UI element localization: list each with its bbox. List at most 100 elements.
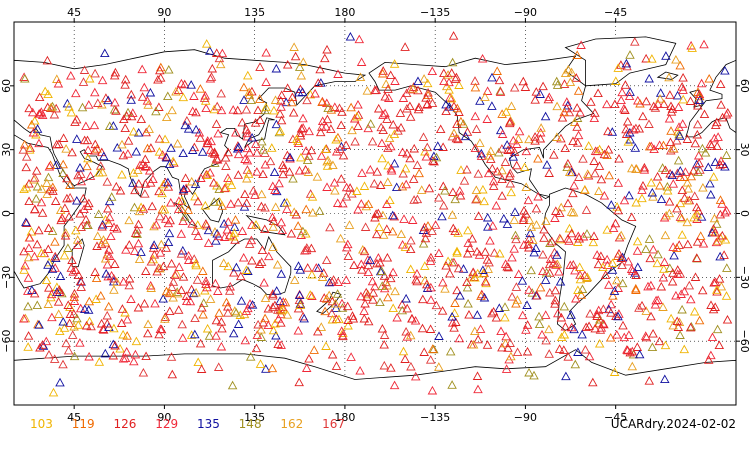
obs-triangle <box>354 34 365 44</box>
obs-triangle <box>535 282 546 292</box>
obs-triangle <box>65 180 75 189</box>
left-tick-label: −60 <box>0 330 13 353</box>
obs-triangle <box>518 76 529 86</box>
obs-triangle <box>258 145 269 154</box>
legend: 103 119 126 129 135 148 162 167 <box>30 417 360 431</box>
obs-triangle <box>497 129 508 138</box>
obs-triangle <box>115 343 125 353</box>
obs-triangle <box>659 99 669 108</box>
obs-triangle <box>163 237 174 247</box>
obs-triangle <box>620 105 630 114</box>
obs-triangle <box>46 289 57 299</box>
obs-triangle <box>69 292 79 302</box>
obs-triangle <box>268 302 278 312</box>
obs-triangle <box>669 250 679 260</box>
obs-triangle <box>231 127 241 137</box>
obs-triangle <box>576 290 587 299</box>
obs-triangle <box>267 363 278 373</box>
obs-triangle <box>141 162 151 171</box>
obs-triangle <box>322 44 332 54</box>
obs-triangle <box>206 136 216 146</box>
obs-triangle <box>362 86 373 95</box>
obs-triangle <box>202 282 212 292</box>
obs-triangle <box>96 318 107 328</box>
obs-triangle <box>676 289 686 298</box>
obs-triangle <box>455 186 465 195</box>
obs-triangle <box>268 325 279 335</box>
obs-triangle <box>649 144 659 154</box>
obs-triangle <box>646 311 656 321</box>
obs-triangle <box>328 160 338 170</box>
obs-triangle <box>417 323 428 333</box>
obs-triangle <box>512 295 523 304</box>
obs-triangle <box>93 209 104 218</box>
obs-triangle <box>138 204 149 213</box>
obs-triangle <box>463 225 473 235</box>
obs-triangle <box>574 262 585 271</box>
obs-triangle <box>420 261 430 270</box>
obs-triangle <box>491 200 502 210</box>
obs-triangle <box>706 141 717 150</box>
obs-triangle <box>610 99 620 109</box>
obs-triangle <box>50 196 61 205</box>
obs-triangle <box>614 232 625 242</box>
obs-triangle <box>388 119 398 129</box>
obs-triangle <box>205 46 215 55</box>
obs-triangle <box>352 111 362 121</box>
obs-triangle <box>389 129 400 139</box>
obs-triangle <box>378 110 388 119</box>
obs-triangle <box>110 97 120 107</box>
obs-triangle <box>141 266 151 275</box>
obs-triangle <box>167 282 177 291</box>
obs-triangle <box>513 134 524 143</box>
obs-triangle <box>43 299 54 308</box>
obs-triangle <box>691 253 702 262</box>
obs-triangle <box>30 204 40 214</box>
obs-triangle <box>73 170 83 180</box>
obs-triangle <box>675 212 686 221</box>
obs-triangle <box>101 268 111 278</box>
obs-triangle <box>164 64 174 74</box>
obs-triangle <box>268 222 278 231</box>
obs-triangle <box>459 176 470 185</box>
obs-triangle <box>706 189 716 199</box>
obs-triangle <box>721 150 732 159</box>
obs-triangle <box>566 207 577 216</box>
obs-triangle <box>69 296 80 305</box>
obs-triangle <box>298 113 308 123</box>
obs-triangle <box>556 332 567 342</box>
obs-triangle <box>269 105 279 115</box>
obs-triangle <box>699 109 710 119</box>
obs-triangle <box>278 160 288 169</box>
obs-triangle <box>250 190 260 199</box>
obs-triangle <box>345 31 356 41</box>
obs-triangle <box>341 182 352 192</box>
obs-triangle <box>460 131 471 141</box>
obs-triangle <box>641 244 651 254</box>
obs-triangle <box>193 357 203 367</box>
obs-triangle <box>674 122 684 131</box>
obs-triangle <box>387 226 398 236</box>
obs-triangle <box>226 199 236 208</box>
obs-triangle <box>607 265 618 274</box>
obs-triangle <box>609 367 620 376</box>
obs-triangle <box>473 211 484 220</box>
obs-triangle <box>471 124 482 133</box>
obs-triangle <box>23 342 33 351</box>
obs-triangle <box>433 141 443 150</box>
obs-triangle <box>173 305 184 314</box>
obs-triangle <box>379 330 390 339</box>
obs-triangle <box>458 264 469 273</box>
obs-triangle <box>675 131 685 140</box>
obs-triangle <box>511 234 521 244</box>
obs-triangle <box>120 353 131 363</box>
obs-triangle <box>621 58 632 68</box>
obs-triangle <box>653 99 663 108</box>
obs-triangle <box>572 50 582 59</box>
obs-triangle <box>472 310 483 319</box>
product-date-label: UCARdry.2024-02-02 <box>610 417 736 431</box>
obs-triangle <box>109 323 119 333</box>
obs-triangle <box>673 155 684 165</box>
obs-triangle <box>100 48 110 58</box>
obs-triangle <box>50 251 60 261</box>
